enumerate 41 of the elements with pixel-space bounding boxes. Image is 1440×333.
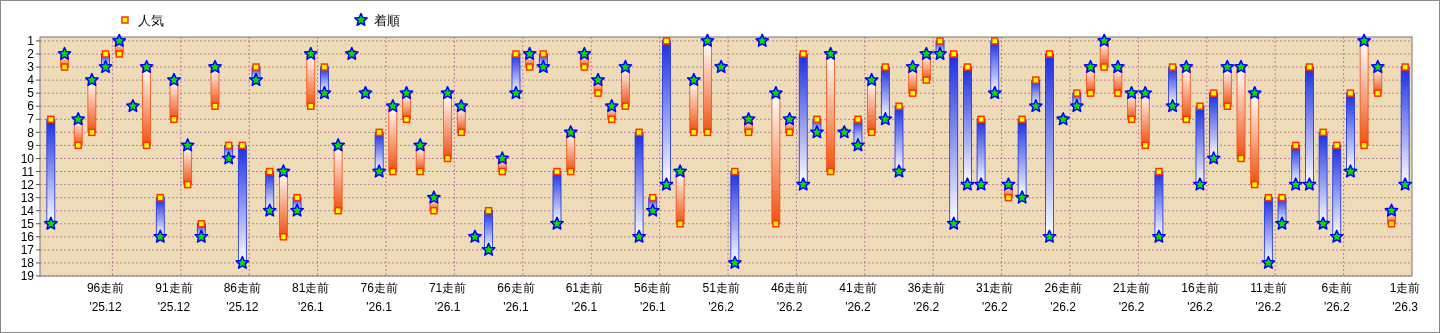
y-tick-label: 7 (27, 112, 35, 127)
x-tick-label: 41走前 '26.2 (839, 281, 877, 314)
x-tick-label: 71走前 '26.1 (428, 281, 467, 314)
x-tick-label: 96走前 '25.12 (86, 281, 125, 314)
x-tick-label: 66走前 '26.1 (497, 281, 535, 314)
x-tick-label: 36走前 '26.2 (907, 281, 946, 314)
y-tick-label: 4 (27, 73, 35, 88)
x-tick-label: 91走前 '25.12 (155, 281, 193, 314)
x-tick-label: 31走前 '26.2 (976, 281, 1014, 314)
y-tick-label: 2 (27, 47, 35, 62)
x-tick-label: 6走前 '26.2 (1321, 281, 1353, 314)
x-tick-label: 51走前 '26.2 (702, 281, 740, 314)
y-tick-label: 14 (20, 203, 35, 218)
y-tick-label: 8 (27, 125, 35, 140)
y-tick-label: 16 (20, 230, 35, 245)
y-tick-label: 12 (20, 177, 35, 192)
y-tick-label: 6 (27, 99, 35, 114)
legend-label: 人気 (138, 12, 164, 28)
y-tick-label: 17 (20, 243, 35, 258)
y-tick-label: 5 (27, 86, 35, 101)
y-tick-label: 15 (20, 216, 35, 231)
y-tick-label: 18 (20, 256, 35, 271)
y-tick-label: 13 (20, 190, 35, 205)
x-tick-label: 56走前 '26.1 (634, 281, 672, 314)
y-tick-label: 11 (21, 164, 35, 179)
y-tick-label: 10 (20, 151, 35, 166)
x-tick-label: 21走前 '26.2 (1112, 281, 1151, 314)
x-tick-label: 11走前 '26.2 (1250, 281, 1287, 314)
legend-label: 着順 (374, 12, 400, 28)
y-tick-label: 9 (27, 138, 35, 153)
x-tick-label: 1走前 '26.3 (1389, 281, 1421, 314)
y-tick-label: 3 (27, 60, 35, 75)
x-tick-label: 26走前 '26.2 (1044, 281, 1082, 314)
x-tick-label: 46走前 '26.2 (770, 281, 809, 314)
y-tick-label: 19 (20, 269, 35, 284)
x-tick-label: 86走前 '25.12 (223, 281, 262, 314)
x-tick-label: 81走前 '26.1 (292, 281, 330, 314)
y-tick-label: 1 (27, 34, 35, 49)
x-tick-label: 76走前 '26.1 (360, 281, 398, 314)
x-tick-label: 61走前 '26.1 (565, 281, 604, 314)
x-tick-label: 16走前 '26.2 (1181, 281, 1219, 314)
